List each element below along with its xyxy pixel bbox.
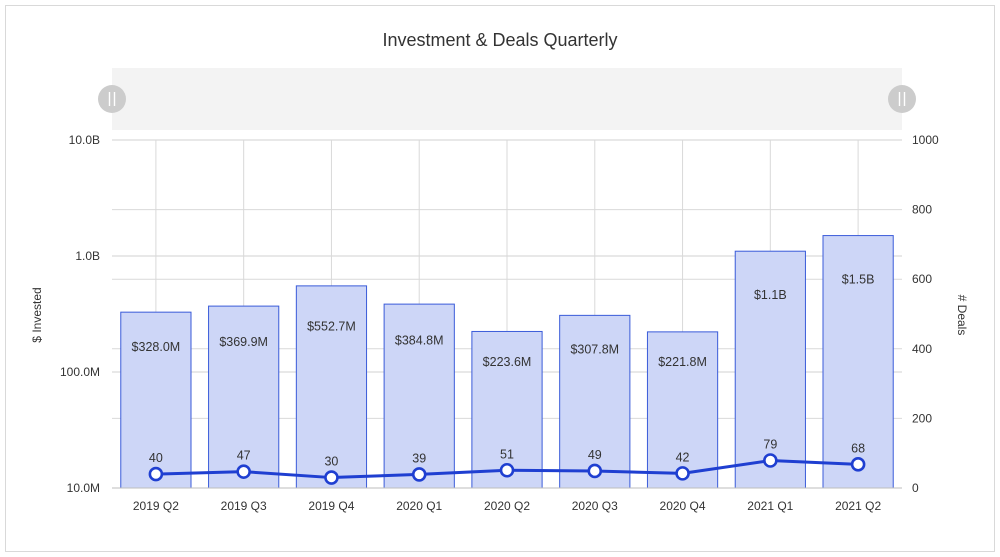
x-tick-label: 2020 Q2: [484, 499, 530, 513]
range-selector[interactable]: [98, 68, 916, 130]
deal-data-label: 40: [149, 451, 163, 465]
range-handle-left-icon[interactable]: [98, 85, 126, 113]
y-right-tick-label: 800: [912, 203, 932, 217]
range-selector-track[interactable]: [112, 68, 902, 130]
bar-data-label: $1.1B: [754, 288, 787, 302]
x-tick-label: 2020 Q3: [572, 499, 618, 513]
y-right-tick-label: 200: [912, 411, 932, 425]
x-tick-label: 2019 Q3: [221, 499, 267, 513]
bar[interactable]: [295, 285, 368, 489]
deal-data-label: 68: [851, 441, 865, 455]
deal-point[interactable]: [411, 467, 427, 482]
bar-data-label: $1.5B: [842, 273, 875, 287]
range-handle-right[interactable]: [888, 85, 916, 113]
y-axis-right-title: # Deals: [955, 295, 969, 336]
y-axis-left-title: $ Invested: [30, 287, 44, 342]
x-tick-label: 2021 Q1: [747, 499, 793, 513]
deal-point[interactable]: [675, 466, 690, 481]
bar-data-label: $307.8M: [570, 342, 619, 356]
deal-data-label: 51: [500, 447, 514, 461]
deal-point[interactable]: [850, 457, 866, 472]
deal-data-label: 30: [324, 455, 338, 469]
x-tick-label: 2020 Q1: [396, 499, 442, 513]
chart-title: Investment & Deals Quarterly: [382, 30, 617, 50]
deal-point[interactable]: [148, 466, 164, 482]
bar-data-label: $223.6M: [483, 355, 532, 369]
bar[interactable]: [208, 305, 280, 489]
range-handle-right-icon[interactable]: [888, 85, 916, 113]
deal-point[interactable]: [499, 462, 515, 478]
bar-data-label: $221.8M: [658, 355, 707, 369]
y-right-tick-label: 0: [912, 481, 919, 495]
deal-data-label: 42: [676, 450, 690, 464]
bar[interactable]: [120, 311, 192, 489]
deal-data-label: 49: [588, 448, 602, 462]
y-left-tick-label: 100.0M: [60, 365, 100, 379]
bar-data-label: $369.9M: [219, 335, 268, 349]
bar[interactable]: [734, 250, 806, 489]
x-tick-label: 2019 Q2: [133, 499, 179, 513]
y-left-tick-label: 1.0B: [75, 249, 100, 263]
bar-data-label: $552.7M: [307, 319, 356, 333]
y-right-tick-label: 1000: [912, 133, 939, 147]
y-right-tick-label: 400: [912, 342, 932, 356]
x-tick-label: 2021 Q2: [835, 499, 881, 513]
bar-data-label: $384.8M: [395, 334, 444, 348]
y-left-tick-label: 10.0M: [67, 481, 100, 495]
bar[interactable]: [822, 235, 894, 489]
axis-ticks: 0 200 400 600 800 1000 10.0M 100.0M 1.0B 10.0B 201…: [60, 133, 939, 513]
y-right-tick-label: 600: [912, 272, 932, 286]
x-tick-label: 2020 Q4: [660, 499, 706, 513]
bar[interactable]: [471, 330, 543, 489]
bar-data-label: $328.0M: [132, 340, 181, 354]
x-tick-label: 2019 Q4: [308, 499, 354, 513]
bar[interactable]: [383, 303, 455, 489]
range-handle-left[interactable]: [98, 85, 126, 113]
deal-data-label: 39: [412, 451, 426, 465]
deal-point[interactable]: [763, 453, 778, 468]
deal-point[interactable]: [236, 464, 251, 479]
deal-data-label: 79: [763, 438, 777, 452]
deals-line: 40 47 30 39 51 49 42 79 68: [148, 438, 866, 485]
deal-point[interactable]: [587, 463, 603, 479]
deal-data-label: 47: [237, 449, 251, 463]
bar[interactable]: [646, 331, 719, 489]
y-left-tick-label: 10.0B: [69, 133, 100, 147]
bar-labels: $328.0M $369.9M $552.7M $384.8M $223.6M $307.…: [132, 273, 875, 370]
deal-point[interactable]: [324, 470, 339, 485]
bar[interactable]: [559, 314, 631, 489]
bars: [120, 235, 894, 489]
